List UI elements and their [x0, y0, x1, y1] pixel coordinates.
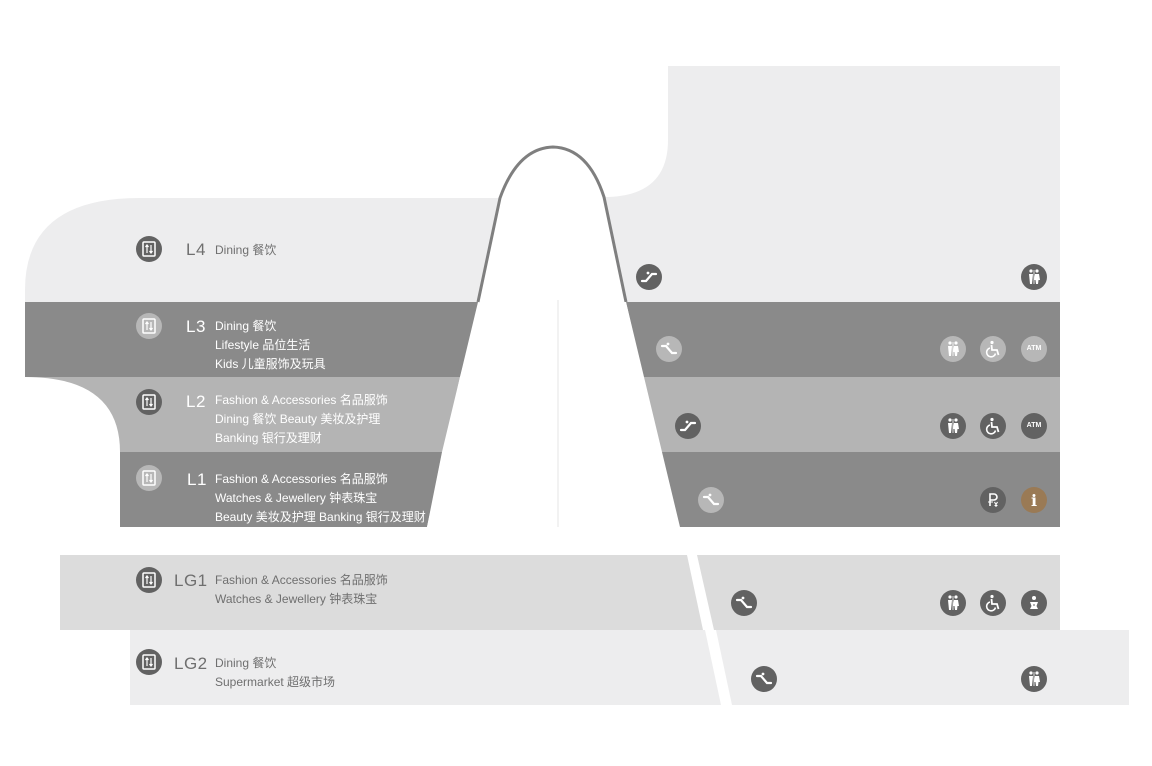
category-line: Banking 银行及理财	[215, 431, 322, 445]
category-line: Dining 餐饮 Beauty 美妆及护理	[215, 412, 381, 426]
escalator-icon	[751, 666, 777, 692]
band-lg1-right	[697, 555, 1060, 630]
floor-code: LG2	[174, 654, 208, 673]
category-line: Watches & Jewellery 钟表珠宝	[215, 592, 378, 606]
atm-label: ATM	[1026, 345, 1042, 352]
band-l2	[25, 377, 460, 452]
atm-icon: ATM	[1021, 336, 1047, 362]
escalator-icon	[636, 264, 662, 290]
escalator-icon	[698, 487, 724, 513]
elevator-icon	[136, 465, 162, 491]
restroom-icon	[940, 413, 966, 439]
category-line: Fashion & Accessories 名品服饰	[215, 573, 388, 587]
category-line: Dining 餐饮	[215, 243, 277, 257]
band-lg2-right	[716, 630, 1129, 705]
restroom-icon	[1021, 666, 1047, 692]
elevator-icon	[136, 313, 162, 339]
category-line: Watches & Jewellery 钟表珠宝	[215, 491, 378, 505]
currency-exchange-icon	[980, 487, 1006, 513]
accessible-icon	[980, 590, 1006, 616]
floor-code: L1	[187, 470, 207, 489]
floor-code: L2	[186, 392, 206, 411]
escalator-icon	[731, 590, 757, 616]
elevator-icon	[136, 649, 162, 675]
floor-code: L3	[186, 317, 206, 336]
band-l1	[120, 452, 442, 527]
restroom-icon	[1021, 264, 1047, 290]
restroom-icon	[940, 590, 966, 616]
baby-care-icon	[1021, 590, 1047, 616]
band-lg2	[130, 630, 721, 705]
elevator-icon	[136, 567, 162, 593]
info-icon: i	[1021, 487, 1047, 513]
floor-code: L4	[186, 240, 206, 259]
elevator-icon	[136, 389, 162, 415]
category-line: Lifestyle 品位生活	[215, 338, 311, 352]
info-label: i	[1030, 490, 1038, 510]
category-line: Beauty 美妆及护理 Banking 银行及理财	[215, 510, 426, 524]
atrium-void	[427, 302, 680, 527]
accessible-icon	[980, 336, 1006, 362]
restroom-icon	[940, 336, 966, 362]
category-line: Fashion & Accessories 名品服饰	[215, 393, 388, 407]
category-line: Dining 餐饮	[215, 656, 277, 670]
escalator-icon	[656, 336, 682, 362]
atrium-arch	[476, 145, 628, 303]
category-line: Kids 儿童服饰及玩具	[215, 357, 326, 371]
band-l1-right	[660, 452, 1060, 527]
accessible-icon	[980, 413, 1006, 439]
band-lg1	[60, 555, 703, 630]
category-line: Fashion & Accessories 名品服饰	[215, 472, 388, 486]
elevator-icon	[136, 236, 162, 262]
atm-icon: ATM	[1021, 413, 1047, 439]
floor-code: LG1	[174, 571, 208, 590]
band-l4	[25, 198, 500, 302]
atm-label: ATM	[1026, 422, 1042, 429]
category-line: Dining 餐饮	[215, 319, 277, 333]
escalator-icon	[675, 413, 701, 439]
upper-right-block	[604, 66, 1060, 302]
category-line: Supermarket 超级市场	[215, 675, 336, 689]
